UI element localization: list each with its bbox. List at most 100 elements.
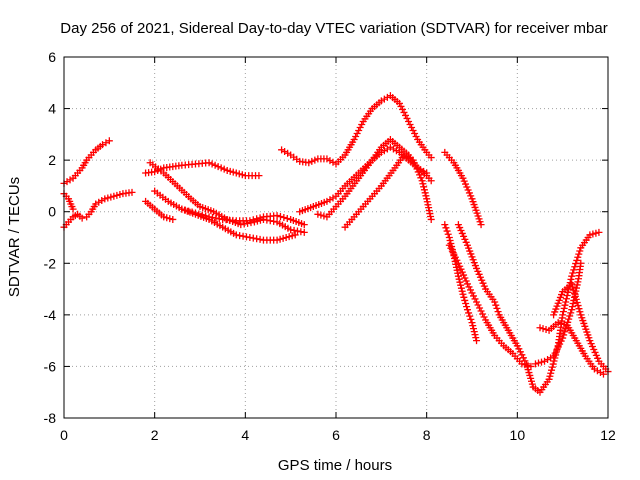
- data-point: [566, 312, 574, 320]
- data-point: [308, 157, 316, 165]
- data-point: [411, 129, 419, 137]
- data-point: [573, 281, 581, 289]
- x-tick-label: 12: [600, 427, 616, 443]
- data-point: [178, 205, 186, 213]
- series-track-18: [536, 319, 607, 378]
- data-point: [444, 230, 452, 238]
- data-point: [491, 298, 499, 306]
- data-point: [273, 236, 281, 244]
- data-point: [568, 303, 576, 311]
- grid: [64, 57, 608, 418]
- data-point: [110, 192, 118, 200]
- data-point: [546, 372, 554, 380]
- data-point: [480, 313, 488, 321]
- data-point: [69, 205, 77, 213]
- data-point: [255, 172, 263, 180]
- data-point: [447, 244, 455, 252]
- data-point: [395, 99, 403, 107]
- data-point: [420, 183, 428, 191]
- series-track-17: [531, 259, 585, 368]
- data-point: [463, 280, 471, 288]
- data-point: [567, 275, 575, 283]
- data-point: [398, 105, 406, 113]
- data-point: [208, 160, 216, 168]
- data-point: [448, 247, 456, 255]
- y-tick-label: 4: [48, 101, 56, 117]
- data-point: [567, 309, 575, 317]
- series-track-12: [341, 151, 435, 231]
- data-point: [211, 161, 219, 169]
- data-point: [314, 210, 322, 218]
- data-point: [181, 206, 189, 214]
- data-point: [356, 123, 364, 131]
- data-point: [214, 163, 222, 171]
- data-point: [300, 228, 308, 236]
- y-tick-label: 6: [48, 49, 56, 65]
- x-tick-label: 4: [241, 427, 249, 443]
- data-point: [463, 306, 471, 314]
- data-point: [466, 312, 474, 320]
- data-point: [350, 136, 358, 144]
- data-point: [576, 308, 584, 316]
- data-point: [467, 315, 475, 323]
- data-point: [559, 308, 567, 316]
- data-point: [470, 292, 478, 300]
- data-point: [450, 250, 458, 258]
- data-point: [446, 237, 454, 245]
- data-point: [458, 287, 466, 295]
- data-point: [465, 283, 473, 291]
- data-point: [256, 214, 264, 222]
- data-point: [548, 366, 556, 374]
- data-point: [311, 156, 319, 164]
- data-point: [569, 269, 577, 277]
- x-tick-label: 2: [151, 427, 159, 443]
- data-point: [568, 272, 576, 280]
- data-point: [451, 253, 459, 261]
- data-point: [560, 331, 568, 339]
- data-point: [553, 346, 561, 354]
- data-point: [285, 233, 293, 241]
- data-point: [468, 319, 476, 327]
- data-point: [566, 279, 574, 287]
- data-point: [229, 168, 237, 176]
- data-point: [554, 319, 562, 327]
- data-point: [405, 117, 413, 125]
- data-point: [419, 180, 427, 188]
- data-point: [420, 186, 428, 194]
- data-point: [288, 232, 296, 240]
- data-point: [472, 334, 480, 342]
- series-track-5: [146, 159, 308, 236]
- data-point: [560, 304, 568, 312]
- data-point: [454, 272, 462, 280]
- data-point: [469, 322, 477, 330]
- data-point: [494, 308, 502, 316]
- data-point: [569, 283, 577, 291]
- data-point: [531, 360, 539, 368]
- x-tick-label: 6: [332, 427, 340, 443]
- data-point: [554, 343, 562, 351]
- data-point: [445, 234, 453, 241]
- data-point: [521, 357, 529, 365]
- data-point: [459, 290, 467, 298]
- data-point: [461, 296, 469, 304]
- data-point: [549, 360, 557, 368]
- data-point: [169, 215, 177, 223]
- data-point: [235, 170, 243, 178]
- data-point: [355, 126, 363, 134]
- data-point: [397, 102, 405, 110]
- data-point: [101, 195, 109, 203]
- data-point: [493, 304, 501, 312]
- data-point: [151, 168, 159, 176]
- data-point: [547, 369, 555, 377]
- data-point: [477, 307, 485, 315]
- series-track-9: [278, 92, 435, 168]
- data-point: [249, 216, 257, 224]
- data-points: [60, 92, 612, 396]
- data-point: [516, 348, 524, 356]
- data-point: [534, 359, 542, 367]
- series-track-2: [60, 188, 136, 231]
- data-point: [442, 224, 450, 232]
- data-point: [276, 235, 284, 243]
- data-point: [353, 129, 361, 137]
